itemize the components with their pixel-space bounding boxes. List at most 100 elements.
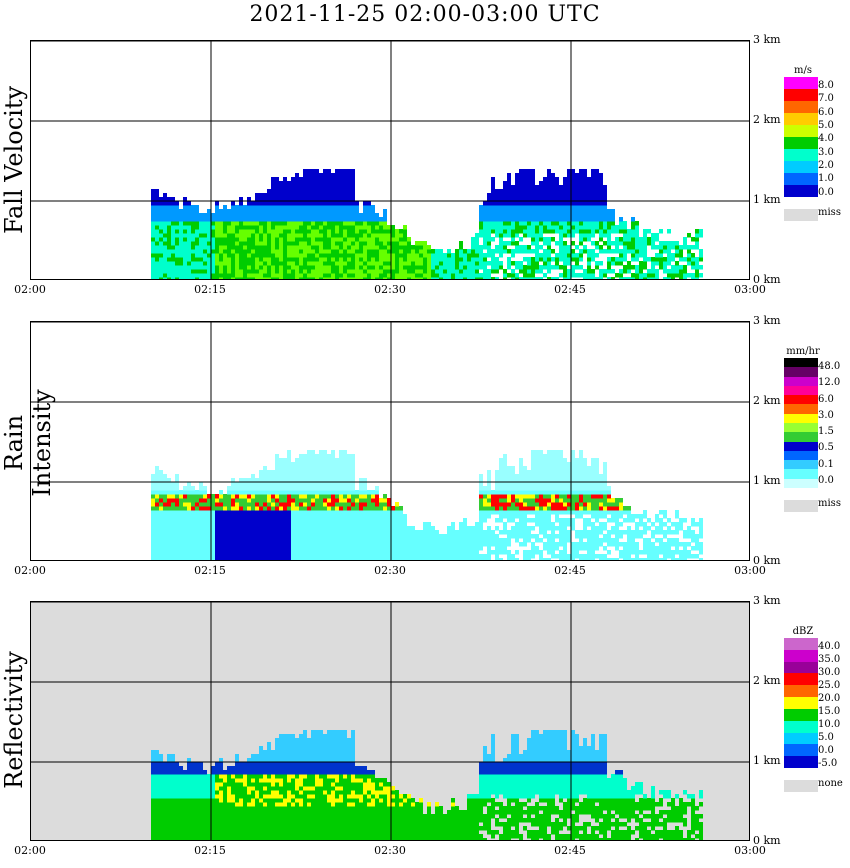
legend-swatch xyxy=(784,137,818,150)
legend-unit: m/s xyxy=(794,65,812,76)
x-tick-label: 02:45 xyxy=(554,564,586,577)
rain-intensity-plot xyxy=(30,321,750,561)
legend-swatch xyxy=(784,744,818,757)
legend-missing-label: none xyxy=(818,778,843,789)
legend-value: -5.0 xyxy=(818,758,838,769)
legend-missing-label: miss xyxy=(818,207,841,218)
echo-cells xyxy=(151,730,703,840)
legend-value: 40.0 xyxy=(818,641,841,652)
legend-swatch xyxy=(784,376,818,387)
legend-swatch xyxy=(784,685,818,698)
reflectivity-plot xyxy=(30,601,750,841)
legend-value: 20.0 xyxy=(818,693,841,704)
legend-swatch xyxy=(784,432,818,442)
legend-swatch xyxy=(784,697,818,710)
y-tick-label: 1 km xyxy=(753,193,781,206)
y-tick-label: 1 km xyxy=(753,754,781,767)
y-tick-label: 2 km xyxy=(753,674,781,687)
legend-swatch xyxy=(784,460,818,470)
legend-missing-swatch xyxy=(784,780,818,792)
legend-missing-swatch xyxy=(784,209,818,221)
legend-swatch xyxy=(784,673,818,686)
x-tick-label: 02:30 xyxy=(374,844,406,857)
y-tick-label: 0 km xyxy=(753,554,781,567)
x-tick-label: 03:00 xyxy=(734,283,766,296)
legend-swatch xyxy=(784,125,818,138)
y-tick-label: 3 km xyxy=(753,594,781,607)
legend-swatch xyxy=(784,649,818,662)
legend-swatch xyxy=(784,423,818,433)
legend-value: 0.0 xyxy=(818,474,834,486)
legend-swatch xyxy=(784,469,818,479)
x-tick-label: 02:15 xyxy=(194,564,226,577)
legend-swatch xyxy=(784,149,818,162)
legend-value: 12.0 xyxy=(818,377,841,389)
legend-value: 0.0 xyxy=(818,186,834,198)
panel-2-ylabel: Rain Intensity xyxy=(0,389,56,497)
x-tick-label: 02:45 xyxy=(554,283,586,296)
legend-swatch xyxy=(784,450,818,461)
y-tick-label: 0 km xyxy=(753,273,781,286)
x-tick-label: 02:00 xyxy=(14,564,46,577)
fall-velocity-plot xyxy=(30,40,750,280)
x-tick-label: 02:30 xyxy=(374,283,406,296)
panel-3-ylabel: Reflectivity xyxy=(0,651,28,789)
legend-swatch xyxy=(784,385,818,396)
legend-swatch xyxy=(784,161,818,174)
legend-missing-swatch xyxy=(784,500,818,512)
legend-unit: mm/hr xyxy=(786,346,820,357)
legend-swatch xyxy=(784,404,818,414)
legend-value: 7.0 xyxy=(818,93,834,105)
panel-1-heatmap xyxy=(31,41,749,279)
x-tick-label: 03:00 xyxy=(734,844,766,857)
legend-value: 48.0 xyxy=(818,361,841,372)
y-tick-label: 2 km xyxy=(753,113,781,126)
legend-value: 10.0 xyxy=(818,719,841,730)
y-tick-label: 3 km xyxy=(753,314,781,327)
y-tick-label: 3 km xyxy=(753,33,781,46)
legend-value: 0.0 xyxy=(818,745,834,756)
x-tick-label: 02:00 xyxy=(14,283,46,296)
legend-swatch xyxy=(784,413,818,424)
legend-swatch xyxy=(784,367,818,377)
legend-swatch xyxy=(784,185,818,198)
x-tick-label: 02:00 xyxy=(14,844,46,857)
legend-value: 5.0 xyxy=(818,732,834,743)
x-tick-label: 02:45 xyxy=(554,844,586,857)
chart-title: 2021-11-25 02:00-03:00 UTC xyxy=(249,2,601,27)
panel-3-heatmap xyxy=(31,602,749,840)
y-tick-label: 2 km xyxy=(753,394,781,407)
legend-swatch xyxy=(784,395,818,405)
x-tick-label: 03:00 xyxy=(734,564,766,577)
legend-value: 8.0 xyxy=(818,80,834,91)
legend-swatch xyxy=(784,720,818,733)
legend-swatch xyxy=(784,113,818,126)
legend-value: 4.0 xyxy=(818,133,834,145)
legend-value: 3.0 xyxy=(818,409,834,421)
legend-value: 0.5 xyxy=(818,442,834,454)
x-tick-label: 02:30 xyxy=(374,564,406,577)
x-tick-label: 02:15 xyxy=(194,283,226,296)
legend-swatch xyxy=(784,441,818,452)
panel-1-ylabel: Fall Velocity xyxy=(0,85,28,235)
legend-value: 6.0 xyxy=(818,106,834,118)
legend-value: 1.0 xyxy=(818,173,834,185)
y-tick-label: 0 km xyxy=(753,834,781,847)
legend-unit: dBZ xyxy=(792,626,814,637)
legend-swatch xyxy=(784,732,818,745)
legend-value: 15.0 xyxy=(818,706,841,717)
legend-value: 2.0 xyxy=(818,160,834,171)
legend-swatch xyxy=(784,638,818,651)
legend-value: 35.0 xyxy=(818,654,841,665)
legend-value: 3.0 xyxy=(818,146,834,158)
legend-value: 1.5 xyxy=(818,426,834,437)
legend-swatch xyxy=(784,478,818,489)
legend-value: 0.1 xyxy=(818,458,834,470)
y-tick-label: 1 km xyxy=(753,474,781,487)
legend-value: 30.0 xyxy=(818,667,841,678)
legend-value: 6.0 xyxy=(818,393,834,405)
panel-2-heatmap xyxy=(31,322,749,560)
legend-swatch xyxy=(784,661,818,674)
echo-cells xyxy=(151,450,703,560)
legend-swatch xyxy=(784,756,818,769)
